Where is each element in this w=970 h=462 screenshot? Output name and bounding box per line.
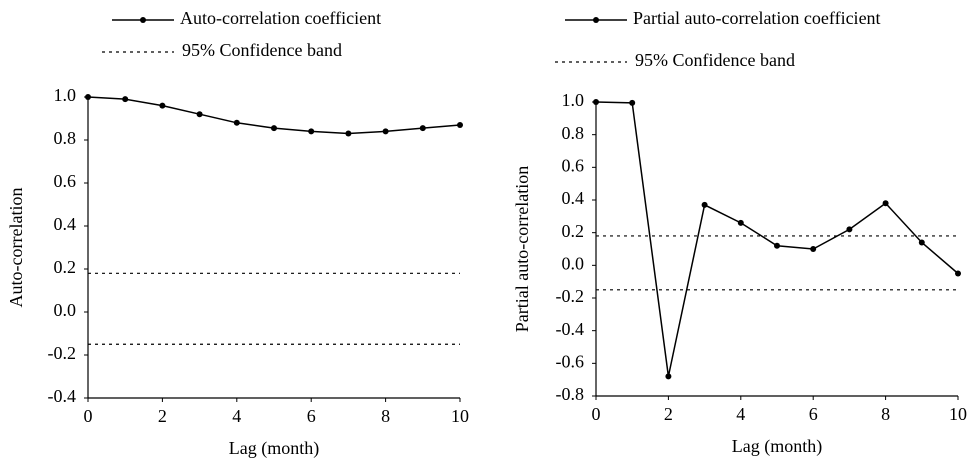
data-point [629,99,636,106]
x-tick-label: 8 [881,404,890,424]
data-point [382,128,389,135]
data-point [882,200,889,207]
y-axis-label: Auto-correlation [6,188,26,308]
data-point [701,201,708,208]
legend-label: 95% Confidence band [635,50,795,70]
data-point [737,219,744,226]
y-axis-label: Partial auto-correlation [512,166,532,332]
data-point [345,130,352,137]
data-point [419,125,426,132]
x-tick-label: 10 [949,404,967,424]
series-line [595,101,959,377]
y-tick-label: -0.2 [48,343,77,363]
y-tick-label: -0.8 [556,384,585,404]
legend-label: Partial auto-correlation coefficient [633,8,881,28]
y-tick-label: 1.0 [54,85,77,105]
legend-label: 95% Confidence band [182,40,342,60]
data-point [233,119,240,126]
data-point [85,94,91,100]
y-tick-label: 0.4 [54,214,77,234]
x-tick-label: 8 [381,406,390,426]
y-tick-label: 0.0 [562,253,585,273]
data-point [122,96,129,103]
y-tick-label: 0.2 [54,257,77,277]
data-point [593,99,599,105]
data-point [810,246,817,252]
data-point [271,125,277,132]
y-tick-label: 0.8 [562,123,585,143]
y-tick-label: 0.6 [54,171,77,191]
x-tick-label: 4 [232,406,241,426]
x-axis-label: Lag (month) [229,438,319,459]
y-tick-label: 0.8 [54,128,77,148]
x-tick-label: 4 [736,404,745,424]
legend-marker [140,17,146,23]
y-tick-label: 0.2 [562,221,585,241]
x-tick-label: 10 [451,406,469,426]
x-tick-label: 0 [592,404,601,424]
y-tick-label: -0.4 [48,386,77,406]
x-tick-label: 6 [809,404,818,424]
legend-label: Auto-correlation coefficient [180,8,381,28]
y-tick-label: 0.4 [562,188,585,208]
data-point [457,121,463,128]
x-tick-label: 6 [307,406,316,426]
x-axis-label: Lag (month) [732,436,822,457]
y-tick-label: 0.6 [562,155,585,175]
y-tick-label: -0.4 [556,319,585,339]
data-point [774,242,780,249]
y-tick-label: 0.0 [54,300,77,320]
x-tick-label: 0 [84,406,93,426]
data-point [955,270,961,277]
data-point [665,373,672,380]
data-point [846,226,853,233]
legend-marker [593,17,599,23]
y-tick-label: -0.6 [556,351,585,371]
x-tick-label: 2 [158,406,167,426]
data-point [918,239,925,246]
data-point [308,128,315,135]
y-tick-label: -0.2 [556,286,585,306]
data-point [196,111,203,118]
y-tick-label: 1.0 [562,90,585,110]
x-tick-label: 2 [664,404,673,424]
data-point [159,102,166,109]
